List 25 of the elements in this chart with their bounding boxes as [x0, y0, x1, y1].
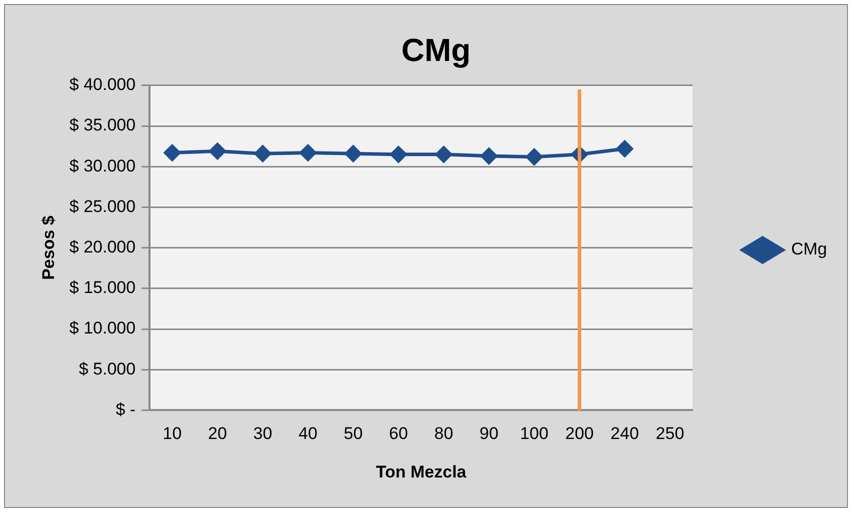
x-axis-title: Ton Mezcla [376, 462, 467, 482]
x-tick-label: 100 [520, 424, 548, 444]
y-tick-label: $ 20.000 [69, 237, 136, 256]
x-tick-label: 10 [162, 424, 182, 444]
y-tick-label: $ 5.000 [78, 359, 136, 378]
y-tick-label: $ 10.000 [69, 318, 136, 338]
y-tick-label: $ 30.000 [69, 156, 136, 176]
x-tick-label: 40 [298, 424, 318, 444]
x-tick-label: 80 [434, 424, 454, 444]
y-tick-label: $ 35.000 [69, 116, 136, 135]
x-tick-label: 200 [565, 424, 594, 444]
x-tick-label: 50 [344, 424, 363, 444]
y-tick-label: $ 25.000 [69, 196, 136, 216]
legend-label: CMg [791, 240, 828, 259]
x-tick-label: 240 [610, 424, 639, 444]
x-tick-label: 20 [208, 424, 227, 444]
y-tick-label: $ 40.000 [69, 75, 136, 94]
x-tick-label: 60 [389, 424, 408, 444]
chart-title: CMg [401, 32, 471, 68]
y-axis-title: Pesos $ [38, 215, 58, 280]
x-tick-label: 90 [480, 424, 498, 444]
y-tick-label: $ 15.000 [69, 278, 136, 298]
y-tick-label: $ - [116, 400, 136, 419]
x-tick-label: 30 [253, 424, 272, 444]
x-tick-label: 250 [656, 424, 684, 444]
